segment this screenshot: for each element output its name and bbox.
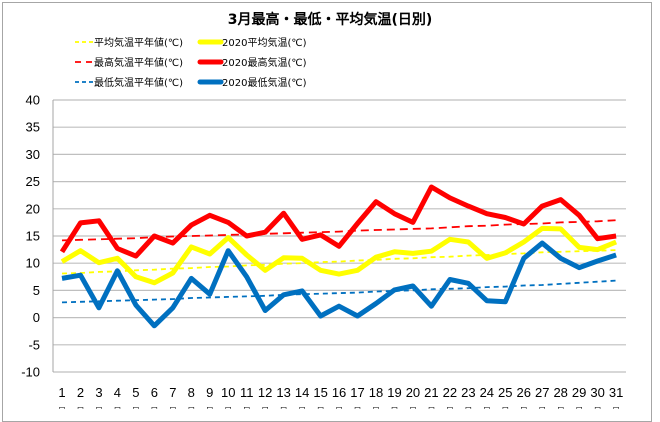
x-tick-sublabel: □ (115, 405, 121, 409)
x-tick-label: 9 (206, 385, 213, 400)
x-tick-sublabel: □ (355, 405, 361, 409)
legend-item: 最低気温平年値(℃) (75, 76, 183, 89)
x-tick-label: 27 (535, 385, 549, 400)
y-tick-label: 5 (33, 283, 40, 298)
legend-item: 2020最高気温(℃) (200, 56, 307, 69)
y-tick-label: 40 (26, 93, 40, 108)
x-tick-label: 10 (221, 385, 235, 400)
x-tick-sublabel: □ (207, 405, 213, 409)
legend-label: 最低気温平年値(℃) (94, 76, 183, 89)
x-tick-sublabel: □ (189, 405, 195, 409)
x-tick-label: 4 (114, 385, 121, 400)
x-tick-label: 1 (58, 385, 65, 400)
x-tick-sublabel: □ (373, 405, 379, 409)
x-tick-sublabel: □ (576, 405, 582, 409)
legend-label: 2020最低気温(℃) (222, 76, 307, 89)
x-tick-sublabel: □ (244, 405, 250, 409)
x-tick-label: 12 (258, 385, 272, 400)
x-tick-label: 14 (295, 385, 309, 400)
x-tick-sublabel: □ (152, 405, 158, 409)
x-tick-sublabel: □ (410, 405, 416, 409)
grid-layer (53, 100, 626, 372)
x-tick-label: 28 (553, 385, 567, 400)
x-tick-sublabel: □ (392, 405, 398, 409)
x-tick-sublabel: □ (133, 405, 139, 409)
x-tick-label: 21 (424, 385, 438, 400)
x-tick-sublabel: □ (540, 405, 546, 409)
x-tick-label: 8 (188, 385, 195, 400)
y-tick-label: 0 (33, 310, 40, 325)
x-tick-label: 24 (480, 385, 494, 400)
y-tick-label: 25 (26, 174, 40, 189)
y-tick-label: -10 (21, 365, 40, 380)
x-tick-sublabel: □ (336, 405, 342, 409)
x-tick-label: 20 (406, 385, 420, 400)
y-tick-label: 35 (26, 120, 40, 135)
x-tick-sublabel: □ (226, 405, 232, 409)
x-tick-sublabel: □ (447, 405, 453, 409)
x-tick-sublabel: □ (558, 405, 564, 409)
series-layer (62, 187, 616, 326)
x-tick-sublabel: □ (503, 405, 509, 409)
x-tick-label: 31 (609, 385, 623, 400)
legend: 平均気温平年値(℃) 2020平均気温(℃) 最高気温平年値(℃) 2020最高気温(… (75, 36, 307, 89)
x-tick-label: 7 (169, 385, 176, 400)
legend-label: 2020平均気温(℃) (222, 36, 307, 49)
x-tick-sublabel: □ (429, 405, 435, 409)
x-tick-sublabel: □ (318, 405, 324, 409)
legend-label: 平均気温平年値(℃) (94, 36, 183, 49)
x-tick-sublabel: □ (78, 405, 84, 409)
x-tick-label: 29 (572, 385, 586, 400)
x-tick-label: 13 (276, 385, 290, 400)
legend-item: 2020平均気温(℃) (200, 36, 307, 49)
x-tick-label: 18 (369, 385, 383, 400)
x-tick-sublabel: □ (521, 405, 527, 409)
y-tick-label: 15 (26, 229, 40, 244)
x-tick-sublabel: □ (170, 405, 176, 409)
x-tick-label: 17 (350, 385, 364, 400)
y-axis-ticks: 40 35 30 25 20 15 10 5 0 -5 -10 (21, 93, 40, 380)
series-line-4 (62, 281, 616, 303)
legend-item: 最高気温平年値(℃) (75, 56, 183, 69)
x-tick-label: 15 (313, 385, 327, 400)
legend-label: 最高気温平年値(℃) (94, 56, 183, 69)
x-tick-sublabel: □ (262, 405, 268, 409)
x-tick-label: 2 (77, 385, 84, 400)
y-tick-label: 30 (26, 147, 40, 162)
x-tick-sublabel: □ (595, 405, 601, 409)
x-tick-label: 22 (443, 385, 457, 400)
x-tick-label: 30 (590, 385, 604, 400)
x-tick-sublabel: □ (281, 405, 287, 409)
x-tick-sublabel: □ (484, 405, 490, 409)
x-tick-sublabel: □ (59, 405, 65, 409)
x-tick-label: 5 (132, 385, 139, 400)
x-tick-label: 6 (151, 385, 158, 400)
legend-item: 平均気温平年値(℃) (75, 36, 183, 49)
x-tick-sublabel: □ (299, 405, 305, 409)
legend-label: 2020最高気温(℃) (222, 56, 307, 69)
x-tick-label: 3 (95, 385, 102, 400)
x-axis-ticks: 1 □ 2 □ 3 □ 4 □ 5 □ 6 □ 7 □ 8 □ 9 □ 10 □ 11 □ 12 □ 13 □ 14 □ 15 □ 16 □ 1… (58, 385, 623, 409)
x-tick-label: 25 (498, 385, 512, 400)
x-tick-sublabel: □ (96, 405, 102, 409)
x-tick-label: 19 (387, 385, 401, 400)
x-tick-sublabel: □ (466, 405, 472, 409)
x-tick-label: 16 (332, 385, 346, 400)
legend-item: 2020最低気温(℃) (200, 76, 307, 89)
x-tick-sublabel: □ (613, 405, 619, 409)
x-tick-label: 11 (240, 385, 254, 400)
y-tick-label: 10 (26, 256, 40, 271)
chart-title: 3月最高・最低・平均気温(日別) (228, 11, 433, 28)
y-tick-label: 20 (26, 201, 40, 216)
y-tick-label: -5 (28, 337, 40, 352)
x-tick-label: 23 (461, 385, 475, 400)
x-tick-label: 26 (517, 385, 531, 400)
series-line-3 (62, 187, 616, 256)
